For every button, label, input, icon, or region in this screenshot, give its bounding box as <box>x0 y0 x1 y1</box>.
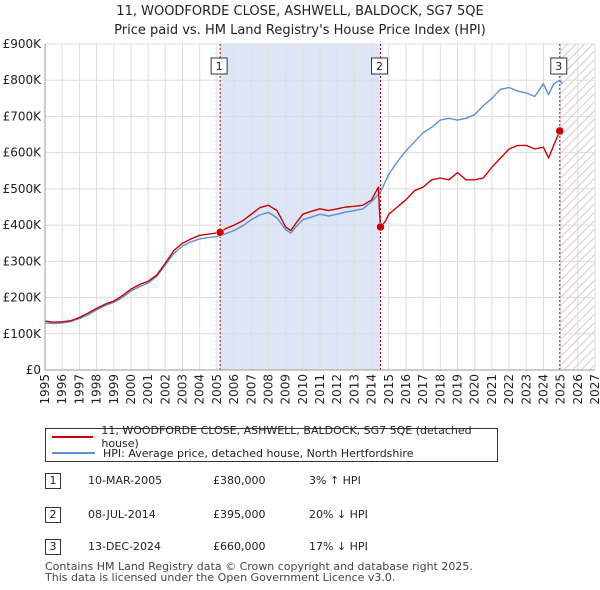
footer-line-1: Contains HM Land Registry data © Crown c… <box>45 560 473 573</box>
x-tick-label: 1997 <box>72 374 86 405</box>
x-tick-label: 2026 <box>571 374 585 405</box>
x-tick-label: 2027 <box>588 374 600 405</box>
sale-point <box>376 222 385 232</box>
x-tick-label: 2001 <box>141 374 155 405</box>
y-tick-label: £300K <box>3 254 43 268</box>
y-tick-label: £900K <box>3 37 43 51</box>
x-tick-label: 2025 <box>554 374 568 405</box>
x-tick-label: 2020 <box>468 374 482 405</box>
x-tick-label: 2002 <box>158 374 172 405</box>
sale-point <box>215 228 225 237</box>
x-tick-label: 2013 <box>347 374 361 405</box>
sale-number-box <box>550 57 568 75</box>
sale-date: 10-MAR-2005 <box>88 474 163 487</box>
x-tick-label: 2024 <box>536 374 550 405</box>
x-tick-label: 2012 <box>330 374 344 405</box>
x-tick-label: 2014 <box>365 374 379 405</box>
y-tick-label: £200K <box>3 291 43 305</box>
footer-credits: Contains HM Land Registry data © Crown c… <box>45 561 473 583</box>
x-tick-label: 2016 <box>399 374 413 405</box>
x-tick-label: 1999 <box>107 374 121 405</box>
sale-date: 08-JUL-2014 <box>88 508 156 521</box>
x-tick-label: 2019 <box>451 374 465 405</box>
x-tick-label: 2000 <box>124 374 138 405</box>
y-tick-label: £700K <box>3 109 43 123</box>
ownership-shade <box>220 44 381 370</box>
price-chart: 1 2 3 £0 £100K £200K £300K £400K £500K £600K £700… <box>3 37 600 405</box>
y-tick-label: £100K <box>3 327 43 341</box>
x-tick-label: 2006 <box>227 374 241 405</box>
legend-item-hpi: HPI: Average price, detached house, Nort… <box>46 445 413 461</box>
sale-number-label: 3 <box>555 60 562 73</box>
x-tick-label: 2009 <box>279 374 293 405</box>
sale-date: 13-DEC-2024 <box>88 540 162 553</box>
legend-label-property: 11, WOODFORDE CLOSE, ASHWELL, BALDOCK, S… <box>101 424 472 450</box>
x-tick-label: 2021 <box>485 374 499 405</box>
y-tick-label: £0 <box>26 363 41 377</box>
chart-title: 11, WOODFORDE CLOSE, ASHWELL, BALDOCK, S… <box>0 2 600 40</box>
footer-line-2: This data is licensed under the Open Gov… <box>45 571 396 584</box>
sale-number-badge: 1 <box>45 473 61 489</box>
sale-hpi-relation: 20% ↓ HPI <box>309 508 368 521</box>
x-tick-label: 1995 <box>38 374 52 405</box>
x-tick-label: 2023 <box>519 374 533 405</box>
sale-hpi-relation: 17% ↓ HPI <box>309 540 368 553</box>
x-tick-label: 2004 <box>193 374 207 405</box>
sale-number-badge: 3 <box>45 539 61 555</box>
y-tick-label: £600K <box>3 146 43 160</box>
legend-swatch-hpi <box>52 452 95 454</box>
x-tick-label: 2007 <box>244 374 258 405</box>
sale-number-box <box>210 57 228 75</box>
x-tick-label: 2017 <box>416 374 430 405</box>
x-tick-label: 2008 <box>261 374 275 405</box>
x-tick-label: 2011 <box>313 374 327 405</box>
x-tick-label: 1996 <box>55 374 69 405</box>
sale-price: £380,000 <box>213 474 266 487</box>
x-tick-label: 2018 <box>433 374 447 405</box>
x-tick-label: 2003 <box>176 374 190 405</box>
sale-row: 3 13-DEC-2024 £660,000 17% ↓ HPI <box>45 536 465 558</box>
title-line-1: 11, WOODFORDE CLOSE, ASHWELL, BALDOCK, S… <box>116 4 484 19</box>
sale-row: 1 10-MAR-2005 £380,000 3% ↑ HPI <box>45 470 465 492</box>
sale-number-badge: 2 <box>45 507 61 523</box>
sale-number-box <box>371 57 388 75</box>
sale-row: 2 08-JUL-2014 £395,000 20% ↓ HPI <box>45 504 465 526</box>
x-tick-label: 1998 <box>90 374 104 405</box>
legend: 11, WOODFORDE CLOSE, ASHWELL, BALDOCK, S… <box>45 424 498 462</box>
sale-price: £395,000 <box>213 508 266 521</box>
x-tick-label: 2022 <box>502 374 516 405</box>
title-line-2: Price paid vs. HM Land Registry's House … <box>114 23 486 38</box>
y-tick-label: £400K <box>3 218 43 232</box>
sale-hpi-relation: 3% ↑ HPI <box>309 474 361 487</box>
legend-item-property: 11, WOODFORDE CLOSE, ASHWELL, BALDOCK, S… <box>46 424 497 450</box>
sale-number-label: 1 <box>216 60 223 73</box>
legend-label-hpi: HPI: Average price, detached house, Nort… <box>103 446 414 460</box>
x-tick-label: 2010 <box>296 374 310 405</box>
y-tick-label: £500K <box>3 182 43 196</box>
y-tick-label: £800K <box>3 73 43 87</box>
sale-price: £660,000 <box>213 540 266 553</box>
x-tick-label: 2005 <box>210 374 224 405</box>
hpi-line <box>44 79 563 325</box>
sale-markers: 1 2 3 <box>210 57 568 237</box>
series-lines <box>44 79 563 325</box>
property-price-line <box>44 130 563 323</box>
legend-swatch-property <box>52 436 94 438</box>
sale-point <box>555 126 565 136</box>
x-tick-label: 2015 <box>382 374 396 405</box>
sale-number-label: 2 <box>376 60 383 73</box>
axes: £0 £100K £200K £300K £400K £500K £600K £700K £80… <box>3 37 600 405</box>
